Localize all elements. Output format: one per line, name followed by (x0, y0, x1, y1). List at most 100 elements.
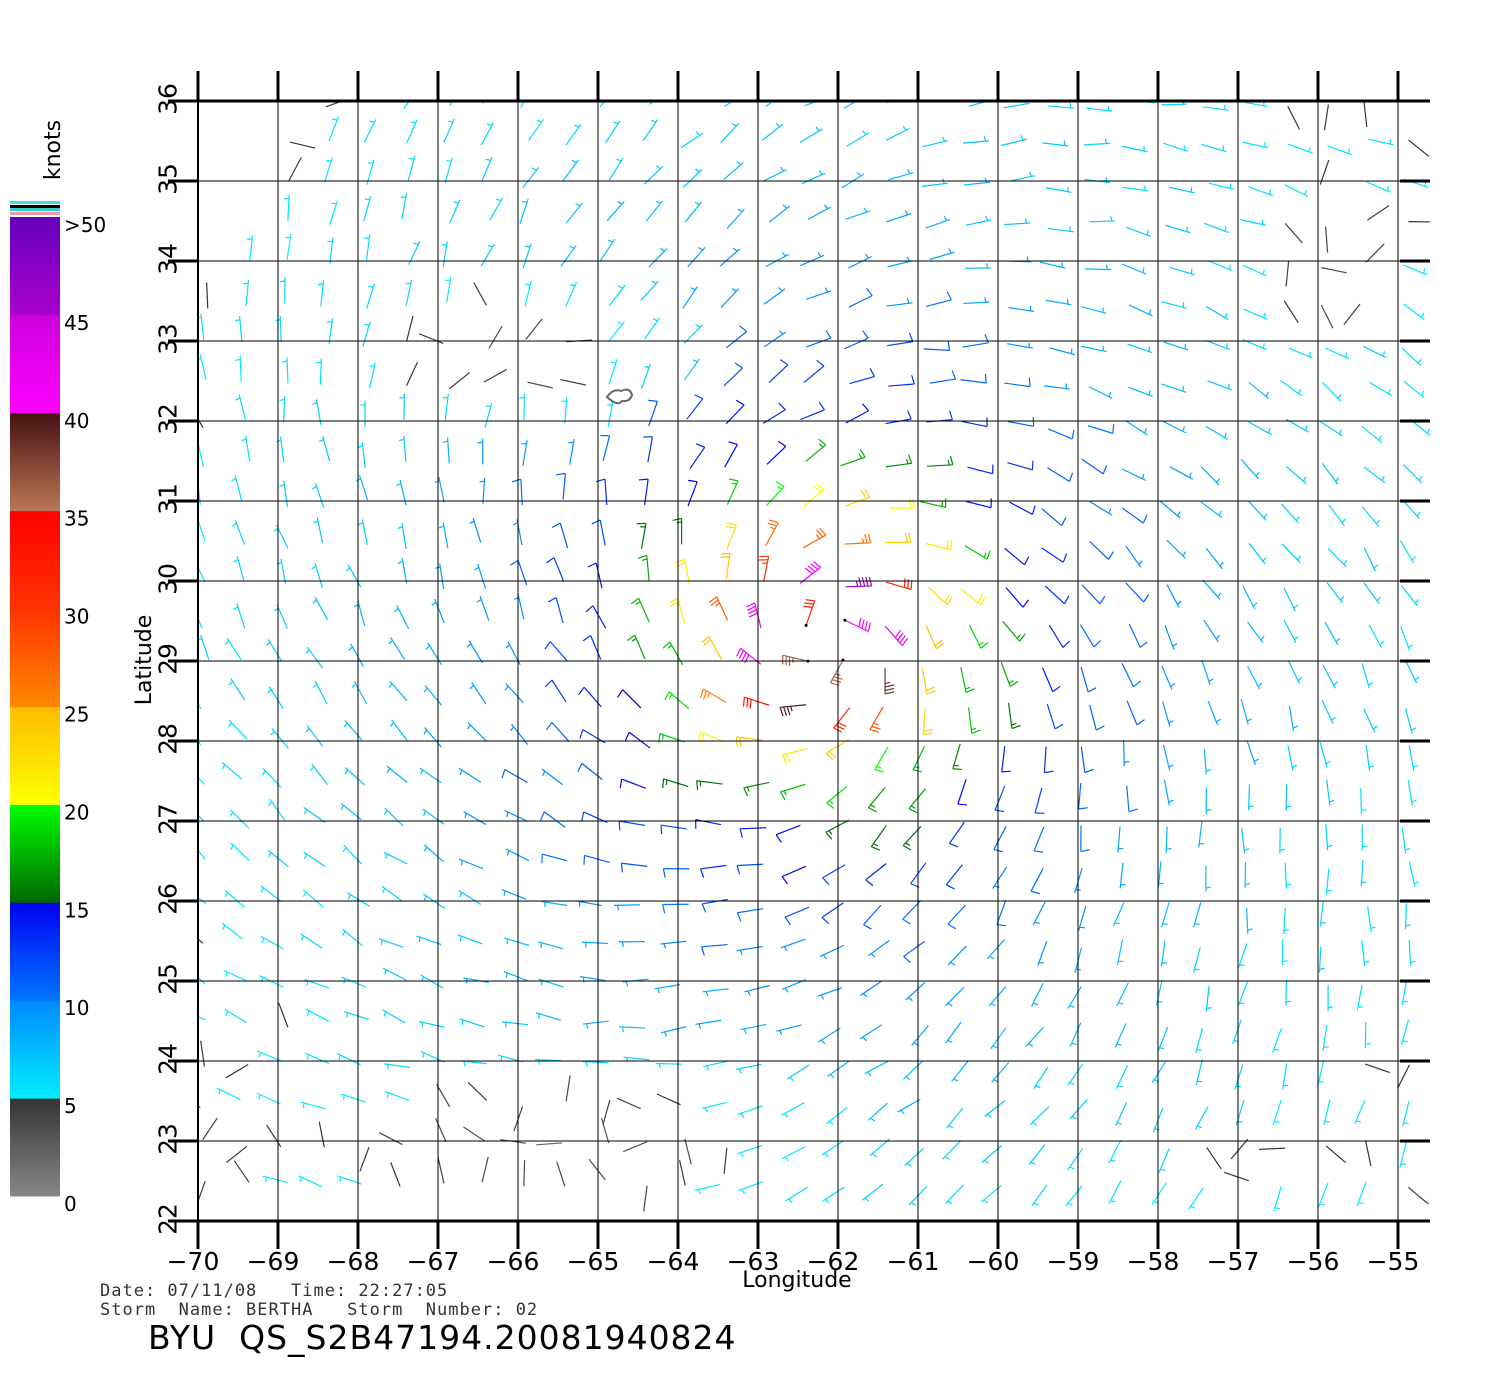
wind-barb (1031, 1184, 1048, 1207)
wind-barb (1248, 421, 1272, 436)
wind-barb (1162, 420, 1187, 434)
x-tick-label: −70 (167, 1247, 220, 1276)
wind-barb (869, 706, 884, 733)
wind-barb (354, 600, 366, 627)
wind-barb (806, 287, 832, 300)
wind-barb (1048, 102, 1075, 109)
wind-barb (407, 155, 416, 181)
wind-barb (1205, 305, 1229, 321)
wind-barb (397, 523, 407, 550)
wind-barb (686, 394, 704, 420)
wind-barb (1005, 587, 1029, 608)
wind-barb (1240, 699, 1253, 725)
wind-barb (1244, 861, 1251, 889)
wind-barb (403, 100, 411, 109)
wind-barb (1123, 740, 1130, 767)
wind-barb (608, 285, 626, 307)
wind-barb (888, 375, 915, 387)
colorbar-label: 35 (64, 507, 89, 531)
wind-barb (859, 1024, 882, 1042)
wind-barb (600, 434, 611, 462)
wind-barb (725, 325, 748, 349)
wind-barb (1067, 986, 1082, 1009)
wind-barb (235, 394, 247, 420)
wind-barb (1204, 425, 1228, 440)
wind-barb (310, 763, 329, 785)
wind-barb (581, 941, 608, 948)
wind-barb (1081, 305, 1107, 315)
wind-barb (256, 1092, 281, 1105)
wind-barb (343, 1010, 370, 1021)
wind-barb (991, 1062, 1010, 1083)
wind-barb (547, 597, 564, 623)
wind-barb (442, 437, 450, 464)
wind-barb (1365, 1063, 1390, 1074)
wind-barb (305, 725, 324, 747)
wind-barb (420, 974, 444, 989)
wind-barb (359, 1146, 370, 1172)
wind-barb (695, 1019, 722, 1029)
wind-barb (1367, 906, 1376, 933)
wind-barb (1161, 383, 1187, 393)
wind-barb (845, 207, 871, 220)
wind-barb (1205, 985, 1212, 1012)
colorbar-label: 10 (64, 996, 89, 1020)
wind-barb (736, 908, 764, 922)
wind-barb (522, 243, 532, 269)
wind-barb (1166, 539, 1187, 559)
wind-barb (1205, 788, 1212, 815)
wind-barb (1321, 699, 1336, 724)
wind-barb (1045, 299, 1072, 306)
wind-barb (720, 122, 740, 143)
wind-barb (458, 767, 482, 783)
wind-barb (231, 475, 243, 501)
wind-barb (285, 233, 292, 260)
wind-barb (1363, 547, 1379, 572)
wind-barb (870, 825, 887, 851)
wind-barb (945, 864, 963, 890)
wind-barb (1158, 1148, 1170, 1173)
wind-barb (736, 863, 764, 875)
wind-barb (262, 1175, 289, 1184)
wind-barb (763, 166, 788, 182)
wind-barb (1203, 748, 1211, 775)
wind-barb (888, 168, 914, 181)
wind-barb (1322, 1024, 1329, 1051)
wind-barb (643, 1185, 648, 1212)
wind-barb (848, 288, 873, 308)
wind-barb (1080, 666, 1097, 693)
wind-barb (807, 204, 832, 220)
wind-barb (884, 625, 909, 646)
wind-barb (925, 215, 951, 229)
wind-barb (1247, 665, 1263, 690)
x-tick-label: −65 (567, 1247, 620, 1276)
wind-barb (636, 522, 647, 550)
wind-barb (765, 251, 789, 268)
wind-barb (1161, 301, 1187, 309)
wind-barb (605, 120, 621, 143)
wind-barb (556, 1161, 566, 1187)
wind-barb (437, 1157, 445, 1184)
wind-barb (848, 253, 872, 269)
wind-barb (960, 666, 975, 694)
wind-barb (1402, 1101, 1410, 1127)
wind-barb (546, 721, 570, 743)
wind-barb (366, 283, 376, 309)
wind-barb (1042, 667, 1061, 693)
wind-barb (968, 624, 989, 649)
wind-barb (1080, 746, 1094, 774)
wind-barb (1067, 1148, 1084, 1171)
wind-barb (1362, 345, 1387, 359)
wind-barb (289, 141, 316, 149)
wind-barb (1087, 424, 1115, 434)
wind-barb (1285, 784, 1292, 811)
wind-barb (1089, 501, 1113, 516)
wind-barb (1122, 185, 1149, 192)
wind-barb (726, 208, 745, 229)
wind-barb (336, 1052, 361, 1066)
footer-product-id: BYU QS_S2B47194.20081940824 (148, 1318, 737, 1357)
x-tick-label: −69 (247, 1247, 300, 1276)
wind-barb (781, 1102, 805, 1118)
wind-barb (1069, 1022, 1082, 1047)
wind-barb (618, 941, 645, 947)
